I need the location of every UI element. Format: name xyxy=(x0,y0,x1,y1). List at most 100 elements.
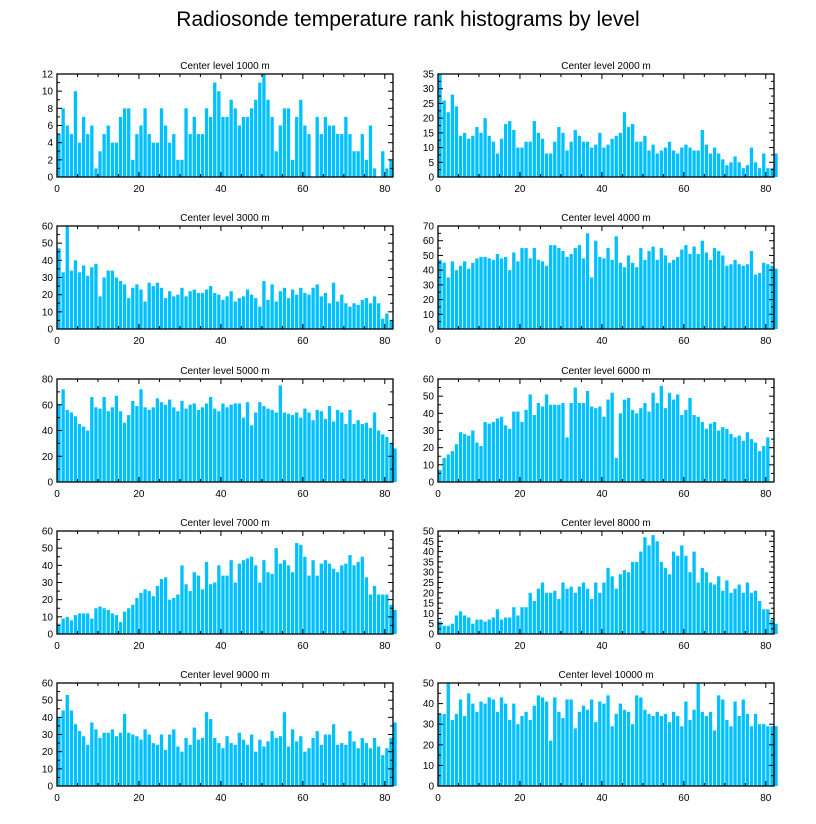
histogram-bar xyxy=(671,711,676,786)
y-tick-label: 10 xyxy=(423,143,435,154)
histogram-bar xyxy=(483,621,487,634)
histogram-bar xyxy=(81,265,86,329)
histogram-bar xyxy=(520,147,524,177)
histogram-bar xyxy=(262,746,266,786)
histogram-bar xyxy=(118,732,123,786)
histogram-bar xyxy=(274,301,278,329)
histogram-bar xyxy=(249,425,254,482)
histogram-bar xyxy=(549,245,553,329)
histogram-bar xyxy=(458,699,463,786)
histogram-bar xyxy=(590,598,594,634)
histogram-bar xyxy=(348,306,352,329)
panel-title: Center level 2000 m xyxy=(561,61,651,72)
histogram-bar xyxy=(503,425,508,482)
histogram-bar xyxy=(749,147,754,177)
histogram-bar xyxy=(57,248,61,329)
histogram-bar xyxy=(676,555,680,634)
histogram-bar xyxy=(192,289,196,329)
histogram-bar xyxy=(446,454,450,482)
histogram-bar xyxy=(762,609,766,634)
histogram-bar xyxy=(225,296,229,329)
panel-title: Center level 5000 m xyxy=(180,366,270,377)
histogram-bar xyxy=(155,585,160,634)
histogram-bar xyxy=(766,168,770,177)
histogram-bar xyxy=(704,252,709,329)
x-tick-label: 20 xyxy=(514,184,526,195)
histogram-bar xyxy=(344,116,348,177)
histogram-bar xyxy=(758,168,762,177)
histogram-bar xyxy=(331,125,336,177)
histogram-bar xyxy=(81,736,86,786)
y-tick-label: 80 xyxy=(42,375,54,386)
histogram-bar xyxy=(540,406,545,482)
histogram-bar xyxy=(655,403,659,482)
histogram-bar xyxy=(389,320,393,329)
histogram-bar xyxy=(209,397,213,482)
histogram-bar xyxy=(491,421,495,482)
histogram-bar xyxy=(737,162,741,177)
y-tick-label: 40 xyxy=(423,699,435,710)
histogram-bar xyxy=(618,262,622,329)
histogram-bar xyxy=(315,284,319,329)
histogram-bar xyxy=(602,582,606,634)
histogram-bar xyxy=(184,584,188,634)
histogram-bar xyxy=(749,251,754,329)
histogram-bar xyxy=(61,618,65,634)
histogram-bar xyxy=(249,108,254,177)
histogram-bar xyxy=(753,713,758,786)
histogram-bar xyxy=(479,619,483,634)
histogram-panel-5: Center level 5000 m 0 20 40 60 80 0 20 40 60 80 xyxy=(42,366,397,500)
histogram-bar xyxy=(684,144,688,177)
histogram-bar xyxy=(741,699,745,786)
histogram-bar xyxy=(635,413,639,482)
histogram-bar xyxy=(323,560,328,634)
histogram-bar xyxy=(475,619,479,634)
histogram-bar xyxy=(135,597,139,634)
histogram-bar xyxy=(336,744,340,786)
histogram-bar xyxy=(106,270,110,329)
histogram-bar xyxy=(671,259,676,329)
histogram-bar xyxy=(622,267,627,329)
histogram-bar xyxy=(393,448,397,482)
histogram-bar xyxy=(700,240,704,329)
histogram-bar xyxy=(758,273,762,329)
histogram-bar xyxy=(180,287,184,329)
histogram-bar xyxy=(639,141,643,177)
histogram-bar xyxy=(73,91,78,177)
histogram-bar xyxy=(204,561,209,634)
x-tick-label: 80 xyxy=(760,641,772,652)
histogram-bar xyxy=(118,411,123,482)
histogram-bar xyxy=(188,744,192,786)
histogram-bar xyxy=(766,726,770,786)
histogram-bar xyxy=(299,736,303,786)
histogram-bar xyxy=(262,560,266,634)
x-tick-label: 20 xyxy=(514,336,526,347)
x-tick-label: 20 xyxy=(133,184,145,195)
histogram-bar xyxy=(131,734,135,786)
histogram-bar xyxy=(225,736,229,786)
histogram-bar xyxy=(762,724,766,786)
x-tick-label: 80 xyxy=(379,641,391,652)
y-tick-label: 20 xyxy=(42,452,54,463)
histogram-bar xyxy=(659,561,663,634)
y-tick-label: 30 xyxy=(423,720,435,731)
y-tick-label: 0 xyxy=(428,173,434,184)
histogram-bar xyxy=(647,251,651,329)
histogram-bar xyxy=(733,259,737,329)
histogram-bar xyxy=(503,124,508,177)
histogram-bar xyxy=(704,428,709,482)
y-tick-label: 5 xyxy=(428,619,434,630)
histogram-bar xyxy=(692,551,696,634)
histogram-bar xyxy=(340,134,344,177)
y-tick-label: 6 xyxy=(47,121,53,132)
x-tick-label: 80 xyxy=(379,184,391,195)
histogram-bar xyxy=(450,261,454,329)
histogram-bar xyxy=(290,572,295,634)
histogram-bar xyxy=(344,424,348,482)
histogram-bar xyxy=(94,168,98,177)
histogram-bar xyxy=(528,394,532,482)
histogram-bar xyxy=(368,748,373,786)
histogram-bar xyxy=(594,144,598,177)
histogram-bar xyxy=(385,748,389,786)
histogram-bar xyxy=(307,575,311,634)
